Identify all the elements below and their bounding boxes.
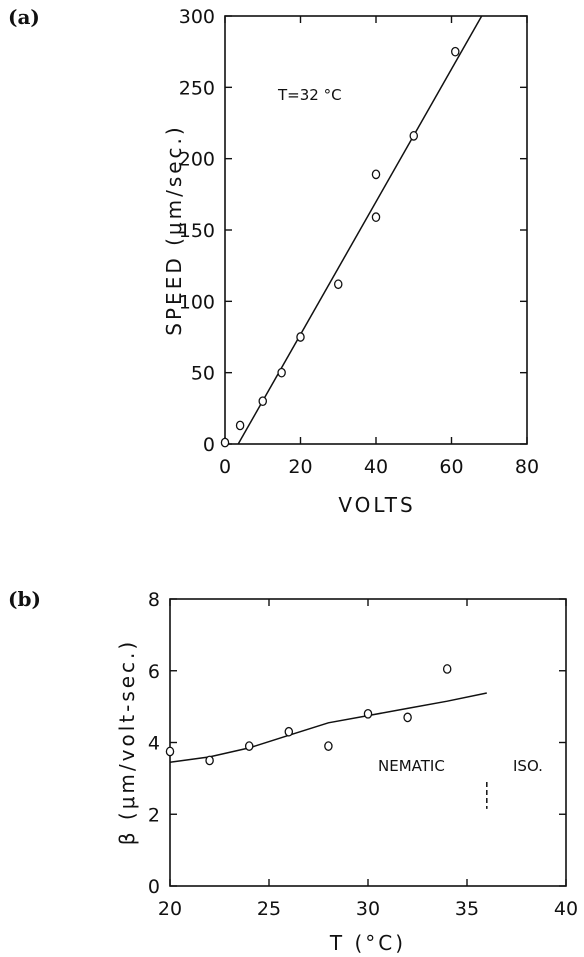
plot-frame-b: [169, 598, 567, 887]
x-tick-label-b: 20: [158, 898, 182, 920]
plot-frame-a: [224, 15, 528, 445]
y-tick-label-b: 6: [148, 661, 160, 683]
data-point-a: [371, 212, 381, 223]
temperature-annotation: T=32 °C: [277, 86, 342, 104]
iso-annotation: ISO.: [513, 757, 543, 775]
fit-line-a: [237, 15, 483, 445]
y-tick-label-a: 300: [179, 6, 215, 28]
y-tick-label-a: 0: [203, 434, 215, 456]
data-point-b: [324, 741, 333, 751]
data-point-a: [235, 420, 245, 431]
y-tick-label-b: 8: [148, 589, 160, 611]
panel-label-a: (a): [8, 5, 40, 29]
data-point-b: [284, 726, 294, 737]
chart-b: (b) 0 2 4 6 8 20 25 30 35 40 NEMATIC ISO. T (°C)…: [8, 587, 578, 955]
x-tick-label-b: 30: [356, 898, 380, 920]
data-point-a: [333, 279, 343, 290]
data-point-a: [258, 396, 267, 407]
data-point-a: [371, 169, 381, 180]
x-axis-label-b: T (°C): [329, 931, 406, 955]
y-axis-label-b: β (μm/volt-sec.): [115, 639, 139, 845]
y-tick-label-a: 50: [191, 363, 215, 385]
data-point-a: [220, 437, 230, 448]
data-point-a: [277, 367, 286, 378]
data-point-b: [403, 712, 412, 723]
y-tick-label-b: 2: [148, 804, 160, 826]
data-point-b: [244, 741, 254, 751]
y-tick-label-a: 150: [179, 220, 215, 242]
y-tick-label-b: 4: [148, 733, 160, 755]
panel-label-b: (b): [8, 587, 41, 611]
y-tick-label-a: 200: [179, 149, 215, 171]
data-point-b: [165, 746, 175, 757]
fit-line-b: [169, 692, 487, 763]
x-tick-label-a: 20: [288, 456, 312, 478]
x-tick-label-a: 60: [439, 456, 463, 478]
data-point-a: [409, 130, 418, 141]
data-point-b: [442, 664, 452, 674]
data-point-b: [205, 755, 214, 766]
x-tick-label-b: 35: [455, 898, 479, 920]
y-tick-label-a: 250: [179, 77, 215, 99]
data-point-b: [363, 708, 373, 719]
x-tick-label-a: 40: [364, 456, 388, 478]
x-tick-label-a: 80: [515, 456, 539, 478]
y-tick-label-a: 100: [179, 291, 215, 313]
y-axis-label-a: SPEED (μm/sec.): [162, 124, 186, 335]
data-point-a: [451, 46, 460, 57]
x-tick-label-b: 40: [554, 898, 578, 920]
chart-a: (a) 0 50 100 150 200 250 300 0 20 40 60 80 T=32 °C…: [8, 5, 539, 517]
x-tick-label-b: 25: [257, 898, 281, 920]
data-point-a: [296, 332, 305, 342]
x-tick-label-a: 0: [219, 456, 231, 478]
x-axis-label-a: VOLTS: [338, 493, 415, 517]
y-tick-label-b: 0: [148, 876, 160, 898]
nematic-annotation: NEMATIC: [378, 757, 445, 775]
